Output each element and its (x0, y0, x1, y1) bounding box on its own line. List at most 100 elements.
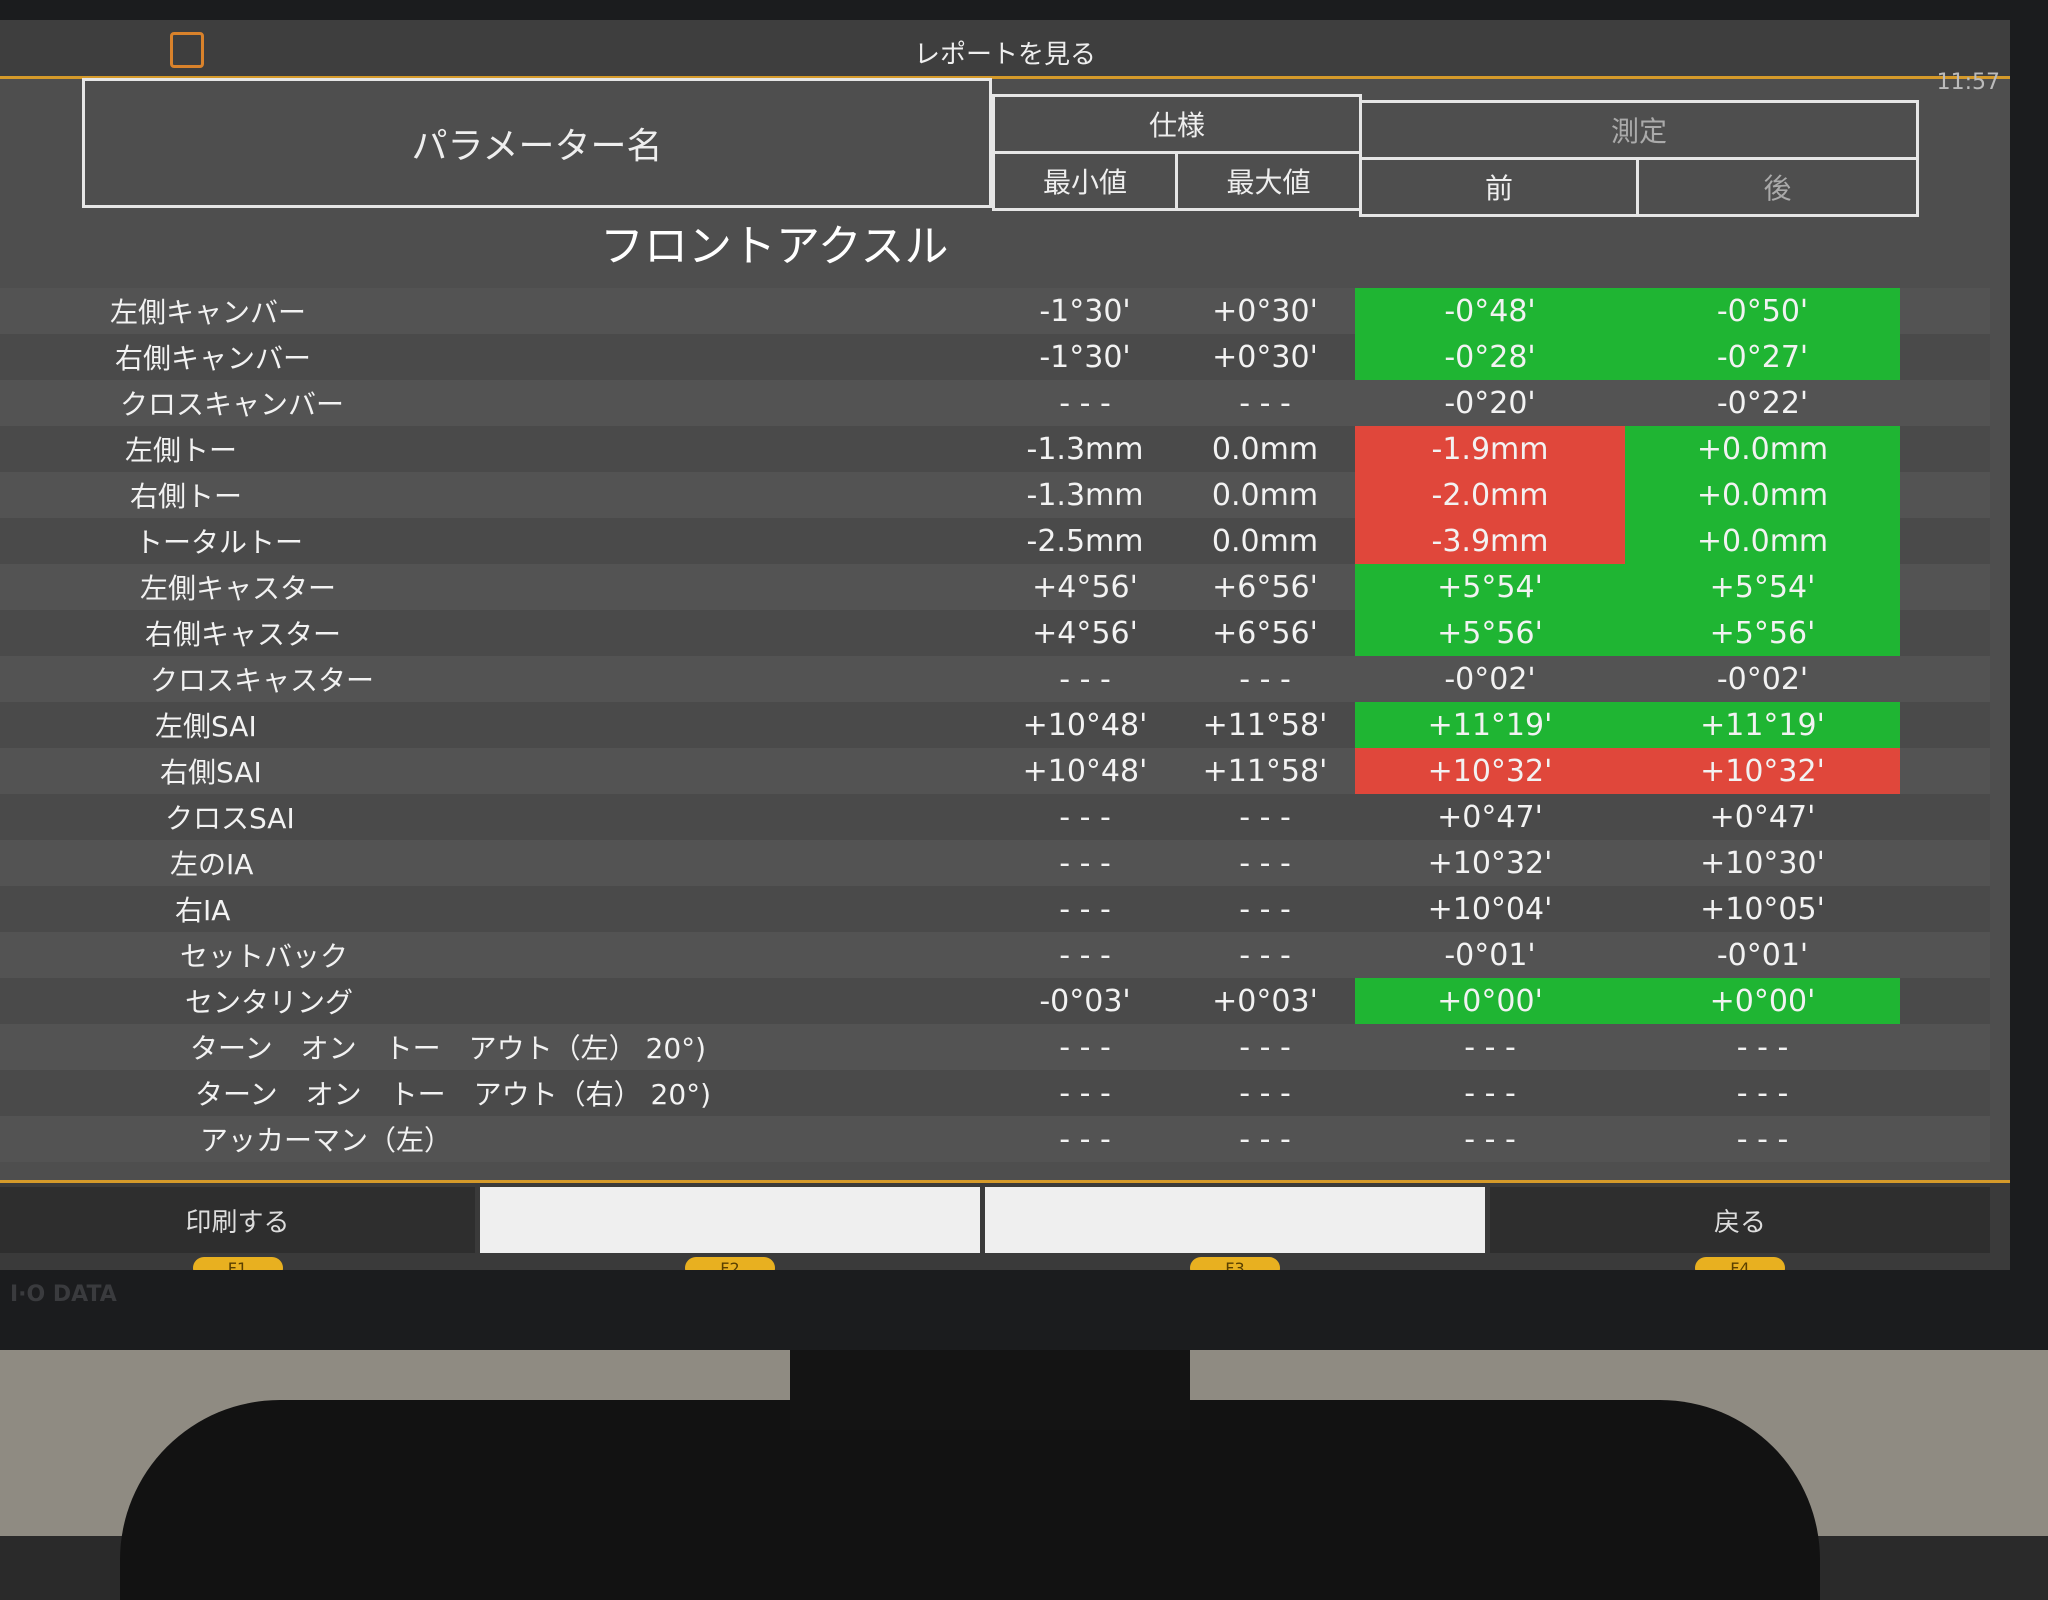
measured-after: +0°47' (1709, 799, 1816, 835)
spec-min: - - - (1059, 937, 1111, 973)
monitor-base (120, 1400, 1820, 1600)
spec-max: - - - (1239, 1121, 1291, 1157)
spec-min: +4°56' (1032, 569, 1138, 605)
header-spec: 仕様 (992, 94, 1362, 154)
parameter-name: 右側SAI (160, 756, 262, 789)
spec-max: 0.0mm (1211, 431, 1319, 467)
spec-max: 0.0mm (1211, 477, 1319, 513)
measured-before: -0°01' (1444, 937, 1536, 973)
function-button[interactable] (480, 1187, 980, 1253)
parameter-name: 左側キャンバー (110, 296, 307, 329)
header-before: 前 (1359, 157, 1639, 217)
clock: 11:57 (1936, 70, 2000, 95)
section-title: フロントアクスル (600, 221, 949, 272)
spec-min: -1.3mm (1026, 477, 1144, 513)
measured-after: -0°50' (1625, 288, 1900, 334)
table-row: 右側トー -1.3mm 0.0mm -2.0mm +0.0mm (0, 472, 1990, 518)
measured-before: -1.9mm (1355, 426, 1625, 472)
spec-min: - - - (1059, 891, 1111, 927)
spec-max: +0°03' (1212, 983, 1318, 1019)
spec-max: +11°58' (1202, 707, 1328, 743)
function-button[interactable]: 印刷する (0, 1187, 475, 1253)
measured-after: +10°30' (1700, 845, 1825, 881)
parameter-name: クロスキャンバー (120, 388, 345, 421)
footer: 印刷する F1 F2 F3 戻る F4 (0, 1180, 2010, 1270)
table-row: 右側キャスター +4°56' +6°56' +5°56' +5°56' (0, 610, 1990, 656)
parameter-name: センタリング (185, 986, 354, 1019)
measured-after: -0°01' (1716, 937, 1809, 973)
header-min: 最小値 (992, 151, 1178, 211)
measured-after: -0°22' (1716, 385, 1809, 421)
measured-before: - - - (1464, 1029, 1516, 1065)
measured-after: +0°00' (1625, 978, 1900, 1024)
spec-max: +0°30' (1212, 339, 1318, 375)
measured-before: -0°28' (1355, 334, 1625, 380)
spec-min: - - - (1059, 661, 1111, 697)
spec-max: 0.0mm (1211, 523, 1319, 559)
table-row: アッカーマン（左） - - - - - - - - - - - - (0, 1116, 1990, 1162)
measured-after: +10°32' (1625, 748, 1900, 794)
table-row: ターン オン トー アウト（右） 20°) - - - - - - - - - - - … (0, 1070, 1990, 1116)
measured-after: +10°05' (1700, 891, 1825, 927)
measured-before: -2.0mm (1355, 472, 1625, 518)
measured-after: +0.0mm (1625, 472, 1900, 518)
function-key: F2 (685, 1257, 775, 1270)
spec-min: - - - (1059, 1121, 1111, 1157)
table-row: 左側キャスター +4°56' +6°56' +5°54' +5°54' (0, 564, 1990, 610)
spec-min: +10°48' (1022, 753, 1148, 789)
spec-min: - - - (1059, 799, 1111, 835)
spec-max: - - - (1239, 1075, 1291, 1111)
parameter-name: 右IA (175, 894, 231, 927)
spec-max: - - - (1239, 891, 1291, 927)
spec-min: -1.3mm (1026, 431, 1144, 467)
measured-after: -0°02' (1716, 661, 1809, 697)
window-title: レポートを見る (913, 40, 1096, 70)
table-row: クロスキャンバー - - - - - - -0°20' -0°22' (0, 380, 1990, 426)
spec-max: - - - (1239, 845, 1291, 881)
table-row: セットバック - - - - - - -0°01' -0°01' (0, 932, 1990, 978)
spec-min: -0°03' (1039, 983, 1131, 1019)
parameter-name: トータルトー (135, 526, 304, 559)
parameter-name: 右側キャスター (145, 618, 342, 651)
measured-after: - - - (1736, 1029, 1789, 1065)
measured-before: - - - (1464, 1075, 1516, 1111)
spec-min: - - - (1059, 385, 1111, 421)
parameter-name: クロスSAI (165, 802, 295, 835)
parameter-name: セットバック (180, 940, 349, 973)
function-key: F1 (192, 1257, 283, 1270)
table-row: クロスSAI - - - - - - +0°47' +0°47' (0, 794, 1990, 840)
parameter-name: ターン オン トー アウト（左） 20°) (190, 1032, 707, 1065)
measured-after: +11°19' (1625, 702, 1900, 748)
measured-before: +10°32' (1355, 748, 1625, 794)
spec-min: - - - (1059, 1029, 1111, 1065)
table-row: 左側キャンバー -1°30' +0°30' -0°48' -0°50' (0, 288, 1990, 334)
spec-max: - - - (1239, 385, 1291, 421)
parameter-name: 左側キャスター (140, 572, 337, 605)
header-name: パラメーター名 (82, 78, 992, 208)
spec-min: +10°48' (1022, 707, 1148, 743)
measured-before: +10°04' (1427, 891, 1553, 927)
parameter-name: 左側トー (125, 434, 238, 467)
header-after: 後 (1636, 157, 1919, 217)
measured-before: +0°47' (1437, 799, 1543, 835)
measured-after: +0.0mm (1625, 426, 1900, 472)
spec-max: +6°56' (1212, 569, 1318, 605)
measured-after: -0°27' (1625, 334, 1900, 380)
parameter-name: 右側キャンバー (115, 342, 312, 375)
measured-before: +11°19' (1355, 702, 1625, 748)
function-key: F3 (1190, 1257, 1280, 1270)
function-button[interactable]: 戻る (1490, 1187, 1990, 1253)
spec-max: +11°58' (1202, 753, 1328, 789)
parameter-name: 左側SAI (155, 710, 257, 743)
table-row: 左のIA - - - - - - +10°32' +10°30' (0, 840, 1990, 886)
header-measure: 測定 (1359, 100, 1919, 160)
measured-before: +0°00' (1355, 978, 1625, 1024)
table-row: 右側SAI +10°48' +11°58' +10°32' +10°32' (0, 748, 1990, 794)
measured-after: - - - (1736, 1075, 1789, 1111)
parameter-name: クロスキャスター (150, 664, 375, 697)
measured-before: - - - (1464, 1121, 1516, 1157)
function-button[interactable] (985, 1187, 1485, 1253)
header-max: 最大値 (1175, 151, 1362, 211)
screen: レポートを見る 11:57 パラメーター名 仕様 最小値 最大値 測定 前 後 … (0, 20, 2010, 1270)
